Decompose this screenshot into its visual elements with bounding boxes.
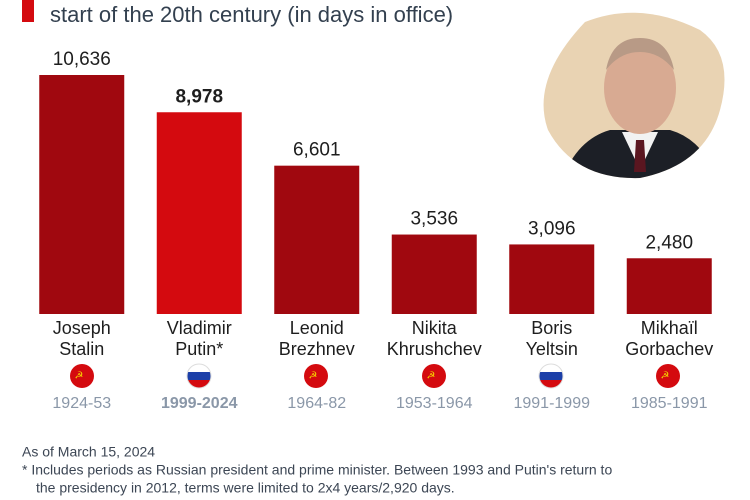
period-label: 1999-2024 <box>161 395 238 412</box>
category-label: Mikhaïl <box>641 318 698 338</box>
svg-text:☭: ☭ <box>309 371 318 382</box>
category-label: Boris <box>531 318 572 338</box>
category-label: Yeltsin <box>526 339 578 359</box>
category-label: Gorbachev <box>625 339 713 359</box>
category-label: Putin* <box>175 339 223 359</box>
period-label: 1964-82 <box>287 395 346 412</box>
value-label: 10,636 <box>53 49 111 70</box>
svg-text:☭: ☭ <box>661 371 670 382</box>
category-label: Brezhnev <box>279 339 355 359</box>
note: * Includes periods as Russian president … <box>22 462 612 478</box>
period-label: 1985-1991 <box>631 395 708 412</box>
bar <box>391 234 477 314</box>
accent-bar <box>22 0 34 22</box>
value-label: 3,536 <box>410 209 458 230</box>
period-label: 1991-1999 <box>513 395 590 412</box>
bar <box>509 244 595 314</box>
bar <box>626 258 712 314</box>
note: the presidency in 2012, terms were limit… <box>36 480 455 496</box>
value-label: 6,601 <box>293 140 341 161</box>
svg-text:☭: ☭ <box>427 371 436 382</box>
bar <box>39 75 125 314</box>
bar <box>156 112 242 314</box>
period-label: 1953-1964 <box>396 395 473 412</box>
value-label: 3,096 <box>528 218 576 239</box>
category-label: Leonid <box>290 318 344 338</box>
note: As of March 15, 2024 <box>22 444 155 460</box>
category-label: Nikita <box>412 318 458 338</box>
flag-icons: ☭ ☭ ☭ ☭ <box>70 363 680 389</box>
bar <box>274 165 360 314</box>
chart-subtitle: start of the 20th century (in days in of… <box>50 2 453 27</box>
category-label: Stalin <box>59 339 104 359</box>
value-label: 2,480 <box>645 232 693 253</box>
category-label: Vladimir <box>167 318 232 338</box>
value-label: 8,978 <box>175 86 223 107</box>
category-label: Joseph <box>53 318 111 338</box>
portrait <box>543 12 725 179</box>
category-label: Khrushchev <box>387 339 482 359</box>
period-label: 1924-53 <box>52 395 111 412</box>
svg-text:☭: ☭ <box>75 371 84 382</box>
